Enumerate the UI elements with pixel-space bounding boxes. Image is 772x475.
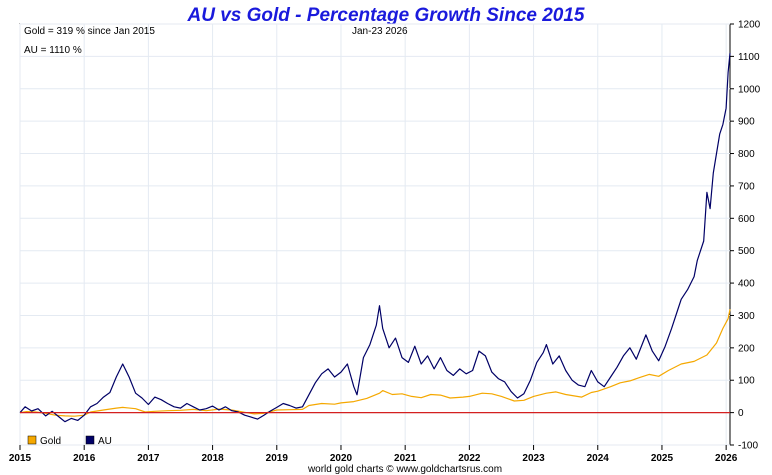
legend: Gold AU <box>27 435 112 447</box>
y-tick-label: 700 <box>738 181 755 192</box>
y-tick-label: 200 <box>738 343 755 354</box>
y-tick-label: 1000 <box>738 84 761 95</box>
legend-swatch-gold <box>27 435 37 445</box>
au-growth-note: AU = 1110 % <box>24 45 82 56</box>
y-axis: -100 0 100 200 300 400 500 600 700 800 900 1000 1100… <box>730 20 761 452</box>
y-tick-label: 800 <box>738 149 755 160</box>
y-tick-label: 0 <box>738 408 744 419</box>
y-tick-label: 1200 <box>738 20 761 31</box>
gold-growth-note: Gold = 319 % since Jan 2015 <box>24 26 155 37</box>
y-tick-label: 100 <box>738 376 755 387</box>
legend-swatch-au <box>85 435 95 445</box>
credit: world gold charts © www.goldchartsrus.co… <box>307 464 502 475</box>
x-tick-label: 2024 <box>587 453 610 464</box>
x-tick-label: 2023 <box>522 453 545 464</box>
x-tick-label: 2018 <box>201 453 224 464</box>
series-line-au <box>19 53 731 423</box>
x-tick-label: 2017 <box>137 453 160 464</box>
x-tick-label: 2026 <box>715 453 738 464</box>
y-tick-label: 600 <box>738 214 755 225</box>
legend-label-gold: Gold <box>40 436 61 447</box>
x-tick-label: 2019 <box>266 453 289 464</box>
legend-label-au: AU <box>98 436 112 447</box>
x-axis: 2015 2016 2017 2018 2019 2020 2021 2022 2023 2024… <box>9 445 738 464</box>
y-tick-label: 300 <box>738 311 755 322</box>
series-layer <box>19 53 731 423</box>
y-tick-label: 1100 <box>738 52 760 63</box>
y-tick-label: 400 <box>738 279 755 290</box>
x-tick-label: 2020 <box>330 453 353 464</box>
y-tick-label: 500 <box>738 246 755 257</box>
chart-title: AU vs Gold - Percentage Growth Since 201… <box>186 5 584 26</box>
grid <box>19 23 730 446</box>
y-tick-label: -100 <box>738 441 758 452</box>
series-line-gold <box>19 309 731 417</box>
x-tick-label: 2025 <box>651 453 674 464</box>
y-tick-label: 900 <box>738 117 755 128</box>
x-tick-label: 2015 <box>9 453 32 464</box>
x-tick-label: 2016 <box>73 453 96 464</box>
x-tick-label: 2021 <box>394 453 417 464</box>
date-label: Jan-23 2026 <box>352 26 408 37</box>
x-tick-label: 2022 <box>458 453 481 464</box>
